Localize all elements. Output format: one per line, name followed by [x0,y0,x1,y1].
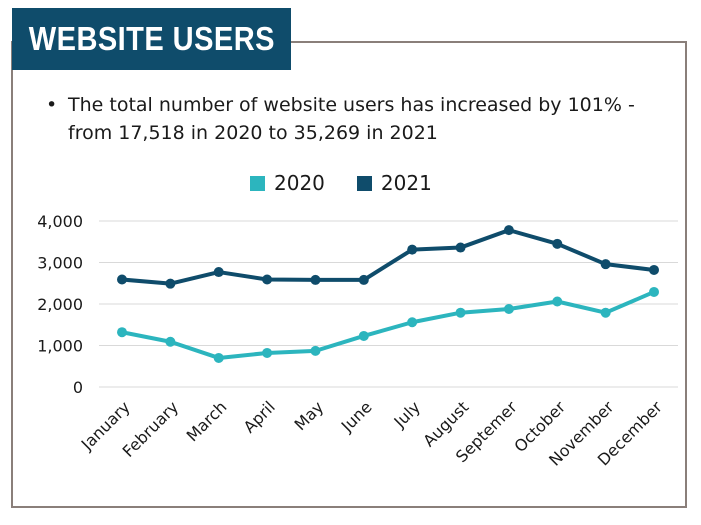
summary-bullet: • The total number of website users has … [46,91,656,147]
page-title: WEBSITE USERS [28,20,275,57]
summary-text: The total number of website users has in… [68,94,635,144]
data-point-2020 [262,347,273,358]
data-point-2021 [165,278,176,289]
y-tick-label: 0 [73,378,83,397]
data-point-2020 [117,327,127,338]
data-point-2020 [358,330,369,341]
data-point-2020 [503,303,514,314]
x-tick-label: March [183,397,231,445]
data-point-2021 [503,225,514,236]
legend-swatch-2020 [250,175,265,191]
title-banner: WEBSITE USERS [12,8,291,70]
data-point-2021 [358,274,369,285]
content-frame [11,41,687,508]
bullet-dot-icon: • [46,94,58,116]
x-tick-label: July [390,397,424,431]
data-point-2021 [117,274,127,285]
legend-label-2021: 2021 [380,171,432,195]
y-tick-label: 2,000 [37,295,83,314]
data-point-2021 [600,259,611,270]
y-tick-label: 4,000 [37,212,83,231]
data-point-2021 [552,238,563,249]
x-tick-label: June [337,397,376,436]
data-point-2021 [310,274,321,285]
x-tick-label: April [240,397,279,436]
y-tick-label: 3,000 [37,254,83,273]
data-point-2020 [552,296,563,307]
series-line-2020 [120,289,656,360]
data-point-2020 [407,317,418,328]
data-point-2021 [649,264,659,275]
legend-item-2021: 2021 [356,171,432,195]
data-point-2020 [600,307,611,318]
data-point-2020 [455,307,466,318]
data-point-2021 [407,244,418,255]
data-point-2021 [213,267,224,278]
chart-legend: 2020 2021 [250,170,464,196]
series-line-2021 [120,228,656,286]
y-tick-label: 1,000 [37,337,83,356]
legend-item-2020: 2020 [250,171,325,195]
data-point-2020 [310,345,321,356]
data-point-2021 [455,242,466,253]
data-point-2020 [213,352,224,363]
data-point-2021 [262,274,273,285]
legend-swatch-2021 [356,175,372,191]
data-point-2020 [165,336,176,347]
legend-label-2020: 2020 [274,171,325,195]
data-point-2020 [649,286,659,297]
x-tick-label: May [290,397,327,434]
